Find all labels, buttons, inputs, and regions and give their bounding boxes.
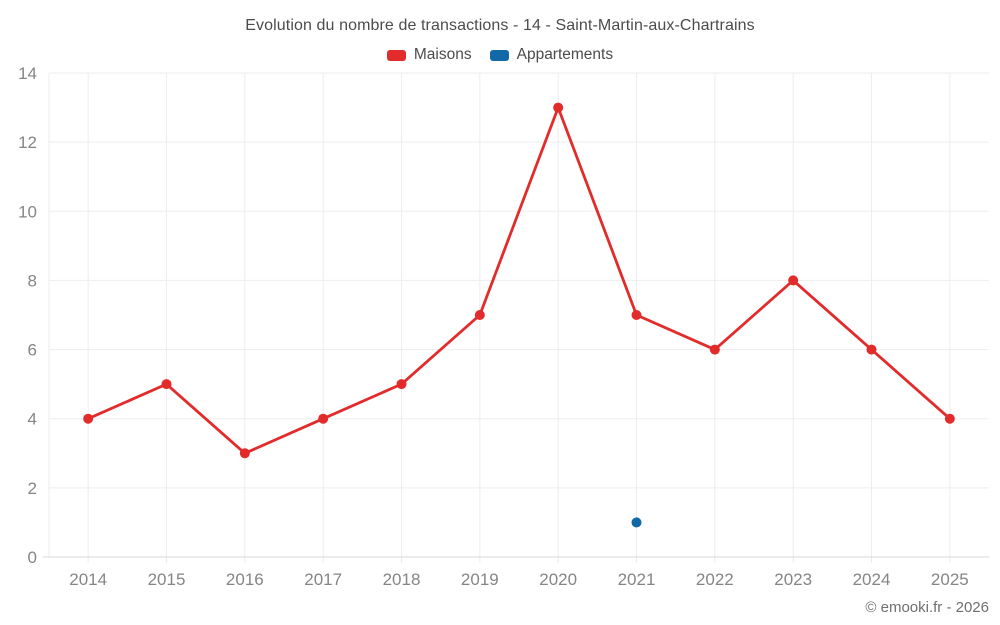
data-point-maisons-2015[interactable] xyxy=(161,379,172,390)
y-tick-label: 6 xyxy=(28,341,37,360)
y-tick-label: 0 xyxy=(28,548,37,567)
x-tick-label: 2022 xyxy=(696,570,734,589)
chart-title: Evolution du nombre de transactions - 14… xyxy=(245,17,755,34)
data-point-maisons-2021[interactable] xyxy=(631,310,642,320)
y-tick-label: 4 xyxy=(28,410,37,429)
y-tick-label: 10 xyxy=(18,202,37,221)
series-line-maisons xyxy=(86,106,952,455)
footer-credit: © emooki.fr - 2026 xyxy=(865,599,989,616)
y-tick-label: 14 xyxy=(18,64,37,83)
legend-label-appartements: Appartements xyxy=(516,46,614,63)
data-point-maisons-2018[interactable] xyxy=(396,379,407,390)
data-point-maisons-2025[interactable] xyxy=(944,413,955,424)
x-tick-label: 2023 xyxy=(774,570,812,589)
data-point-maisons-2016[interactable] xyxy=(239,448,250,459)
x-tick-label: 2020 xyxy=(539,570,577,589)
legend-label-maisons: Maisons xyxy=(413,46,472,63)
data-point-maisons-2020[interactable] xyxy=(553,102,564,113)
x-tick-label: 2021 xyxy=(618,570,656,589)
x-tick-label: 2016 xyxy=(226,570,264,589)
x-tick-label: 2018 xyxy=(383,570,421,589)
x-tick-label: 2017 xyxy=(304,570,342,589)
x-tick-label: 2014 xyxy=(69,570,107,589)
y-tick-label: 2 xyxy=(28,479,37,498)
x-tick-label: 2024 xyxy=(853,570,891,589)
y-tick-label: 12 xyxy=(18,133,37,152)
data-point-maisons-2022[interactable] xyxy=(709,344,720,355)
data-point-maisons-2024[interactable] xyxy=(866,344,877,355)
chart-legend: Maisons Appartements xyxy=(0,46,1000,64)
y-tick-label: 8 xyxy=(28,271,37,290)
data-point-maisons-2019[interactable] xyxy=(474,310,485,320)
x-tick-label: 2015 xyxy=(148,570,186,589)
maisons-series-swatch-icon xyxy=(386,49,406,61)
data-point-appartements-2021[interactable] xyxy=(631,517,642,528)
legend-item-maisons[interactable]: Maisons xyxy=(386,46,472,64)
data-point-maisons-2023[interactable] xyxy=(788,275,799,286)
x-tick-label: 2019 xyxy=(461,570,499,589)
data-point-maisons-2014[interactable] xyxy=(83,413,94,424)
data-point-maisons-2017[interactable] xyxy=(318,413,329,424)
legend-item-appartements[interactable]: Appartements xyxy=(489,46,614,64)
appartements-series-swatch-icon xyxy=(489,49,509,61)
x-tick-label: 2025 xyxy=(931,570,969,589)
